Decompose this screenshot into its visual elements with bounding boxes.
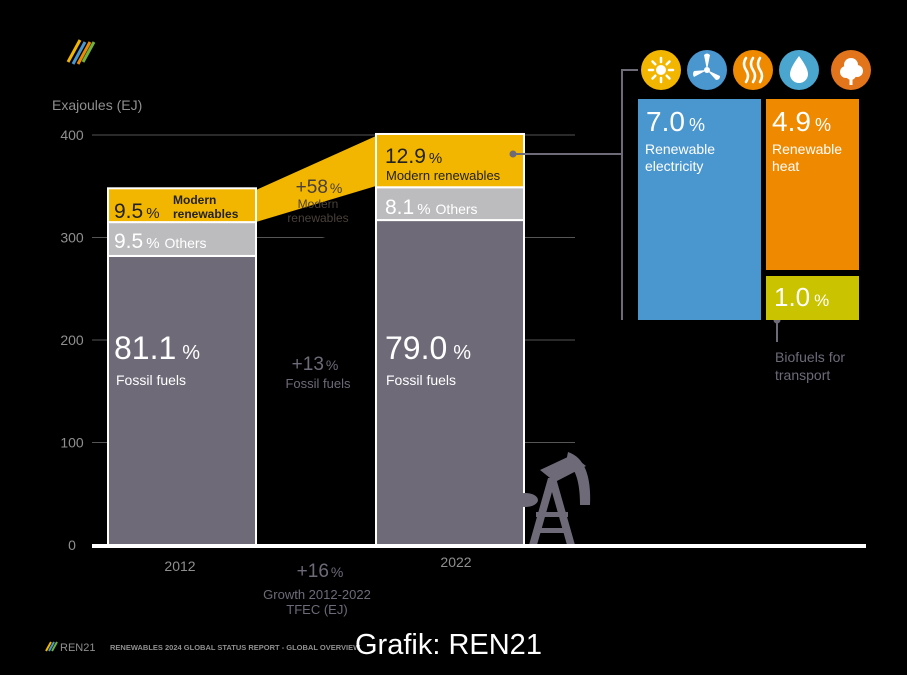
breakdown-heat-label-2: heat <box>772 158 799 174</box>
growth-modren-value: +58 <box>296 177 328 198</box>
ren21-logo-icon <box>66 39 96 65</box>
svg-text:+16%: +16% <box>297 561 344 582</box>
breakdown-panel: 7.0% Renewable electricity 4.9% Renewabl… <box>638 99 859 383</box>
label-2012-modren-name-2: renewables <box>173 207 239 221</box>
heat-waves-icon <box>733 50 773 90</box>
label-2022-modren-value: 12.9 <box>385 145 426 168</box>
breakdown-electricity-box <box>638 99 761 320</box>
label-2022-fossil-pct: % <box>453 342 471 364</box>
wind-turbine-icon <box>687 50 727 90</box>
svg-text:4.9%: 4.9% <box>772 106 831 137</box>
svg-text:8.1%Others: 8.1% Others <box>385 196 478 219</box>
label-2022-modren-pct: % <box>429 150 442 167</box>
tfec-growth-label: +16% Growth 2012-2022 TFEC (EJ) <box>263 561 371 617</box>
growth-modren-pct: % <box>330 180 342 196</box>
footer: REN21 RENEWABLES 2024 GLOBAL STATUS REPO… <box>45 629 542 661</box>
label-2012-fossil-pct: % <box>182 342 200 364</box>
bar-2022-fossil-fuels <box>375 219 525 546</box>
breakdown-heat-label-1: Renewable <box>772 141 842 157</box>
growth-modren-label-2: renewables <box>287 211 348 225</box>
breakdown-electricity-label-1: Renewable <box>645 141 715 157</box>
x-tick-label-2012: 2012 <box>164 558 195 574</box>
pump-jack-icon <box>512 452 591 545</box>
technology-icons <box>641 50 871 90</box>
y-axis-title: Exajoules (EJ) <box>52 97 142 113</box>
footer-logo-icon <box>45 641 58 652</box>
breakdown-transport-label-2: transport <box>775 367 830 383</box>
label-2022-others-value: 8.1 <box>385 196 414 219</box>
sun-icon <box>641 50 681 90</box>
fossil-growth-band <box>256 221 376 545</box>
water-drop-icon <box>779 50 819 90</box>
y-tick-label-200: 200 <box>60 332 84 348</box>
svg-text:+58%: +58% <box>296 177 343 198</box>
bar-2022-labels: 12.9% Modern renewables 8.1% Others 79.0%… <box>385 145 501 388</box>
label-2012-fossil-name: Fossil fuels <box>116 372 186 388</box>
growth-modren-label-1: Modern <box>298 197 339 211</box>
label-2012-fossil-value: 81.1 <box>114 330 176 366</box>
label-2012-others-value: 9.5 <box>114 230 143 253</box>
growth-tfec-pct: % <box>331 564 343 580</box>
breakdown-electricity-value: 7.0 <box>646 106 685 137</box>
modern-renewables-growth-label: +58% Modern renewables <box>287 177 348 225</box>
label-2022-fossil-name: Fossil fuels <box>386 372 456 388</box>
svg-text:+13%: +13% <box>292 354 339 375</box>
label-2022-others-name: Others <box>436 201 478 217</box>
breakdown-transport-value: 1.0 <box>774 282 810 312</box>
footer-credit: Grafik: REN21 <box>355 629 542 661</box>
breakdown-transport-label-1: Biofuels for <box>775 349 845 365</box>
tree-icon <box>831 50 871 90</box>
fossil-growth-label: +13% Fossil fuels <box>285 354 351 391</box>
footer-brand: REN21 <box>60 642 95 654</box>
svg-text:9.5%: 9.5% <box>114 200 160 223</box>
bar-2012-labels: 9.5% Modern renewables 9.5% Others 81.1% … <box>114 193 239 388</box>
svg-text:7.0%: 7.0% <box>646 106 705 137</box>
y-tick-label-400: 400 <box>60 127 84 143</box>
breakdown-electricity-pct: % <box>689 115 705 135</box>
label-2022-modren-name: Modern renewables <box>386 168 501 183</box>
label-2012-others-name: Others <box>165 235 207 251</box>
growth-bands <box>256 136 376 545</box>
bars <box>107 132 525 546</box>
breakdown-heat-value: 4.9 <box>772 106 811 137</box>
label-2022-others-pct: % <box>417 201 430 218</box>
y-tick-label-300: 300 <box>60 230 84 246</box>
svg-text:12.9%: 12.9% <box>385 145 442 168</box>
growth-tfec-value: +16 <box>297 561 329 582</box>
bar-2022-others <box>375 186 525 222</box>
bar-2022-modern-renewables <box>375 132 525 189</box>
x-tick-label-2022: 2022 <box>440 554 471 570</box>
footer-report: RENEWABLES 2024 GLOBAL STATUS REPORT - G… <box>110 643 361 652</box>
label-2012-modren-pct: % <box>146 205 159 222</box>
growth-fossil-label: Fossil fuels <box>285 376 351 391</box>
growth-tfec-label-1: Growth 2012-2022 <box>263 587 371 602</box>
y-tick-labels: 0 100 200 300 400 <box>60 127 84 553</box>
label-2012-modren-name-1: Modern <box>173 193 216 207</box>
bar-2012-modern-renewables <box>107 187 257 224</box>
svg-text:9.5%Others: 9.5% Others <box>114 230 207 253</box>
svg-text:79.0%: 79.0% <box>385 330 471 366</box>
breakdown-heat-box <box>766 99 859 270</box>
growth-fossil-value: +13 <box>292 354 324 375</box>
y-tick-label-100: 100 <box>60 435 84 451</box>
label-2012-others-pct: % <box>146 235 159 252</box>
modern-renewables-growth-band <box>256 136 376 222</box>
breakdown-electricity-label-2: electricity <box>645 158 703 174</box>
svg-text:81.1%: 81.1% <box>114 330 200 366</box>
bar-2012-others <box>107 221 257 257</box>
breakdown-transport-box <box>766 276 859 320</box>
label-2022-fossil-value: 79.0 <box>385 330 447 366</box>
breakdown-transport-pct: % <box>814 291 829 310</box>
svg-text:1.0%: 1.0% <box>774 282 829 312</box>
growth-fossil-pct: % <box>326 357 338 373</box>
bar-2012-fossil-fuels <box>107 254 257 546</box>
y-tick-label-0: 0 <box>68 537 76 553</box>
label-2012-modren-value: 9.5 <box>114 200 143 223</box>
breakdown-heat-pct: % <box>815 115 831 135</box>
growth-tfec-label-2: TFEC (EJ) <box>286 602 347 617</box>
